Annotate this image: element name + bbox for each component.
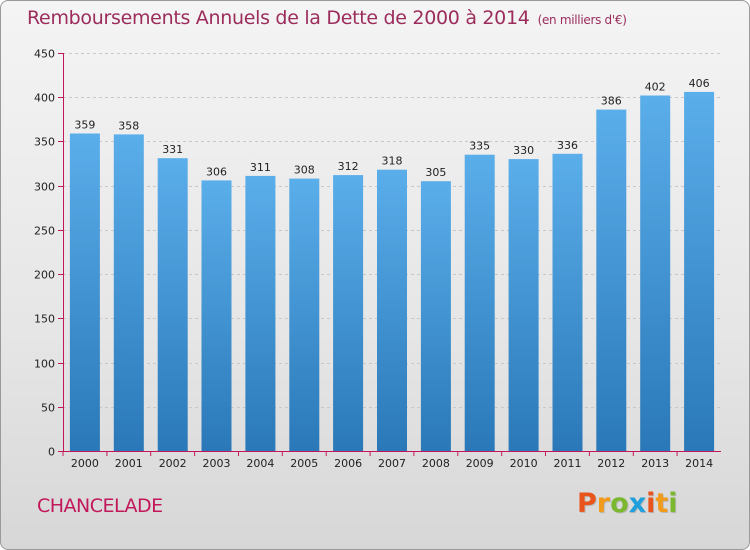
- y-tick-label: 150: [34, 313, 55, 326]
- bar-value-label: 335: [469, 140, 490, 153]
- bar-value-label: 331: [162, 143, 183, 156]
- bar: [113, 134, 144, 451]
- bar: [69, 133, 100, 451]
- bar: [596, 109, 627, 451]
- logo-letter: t: [655, 488, 669, 519]
- bar-value-label: 308: [294, 164, 315, 177]
- logo-letter: i: [646, 488, 656, 519]
- bar: [201, 180, 232, 451]
- bar-value-label: 336: [557, 139, 578, 152]
- logo-letter: r: [596, 488, 611, 519]
- y-axis-ticks: 0 50 100 150 200 250 300 350 400 450: [34, 48, 63, 459]
- bar-value-label: 402: [645, 81, 666, 94]
- logo-letter: x: [628, 488, 647, 519]
- x-tick-label: 2008: [422, 457, 450, 470]
- bar: [640, 95, 671, 451]
- bar-value-label: 330: [513, 144, 534, 157]
- x-tick-label: 2002: [159, 457, 187, 470]
- bar: [333, 175, 364, 451]
- y-tick-label: 100: [34, 358, 55, 371]
- x-tick-label: 2012: [597, 457, 625, 470]
- x-axis-labels: 2000 2001 2002 2003 2004 2005 2006 2007 2008 2009…: [62, 451, 713, 470]
- x-tick-label: 2007: [378, 457, 406, 470]
- bar: [684, 91, 715, 452]
- bar: [464, 154, 495, 451]
- bar: [157, 158, 188, 451]
- proxiti-logo: Proxiti: [577, 488, 678, 519]
- bar-value-label: 406: [689, 77, 710, 90]
- x-tick-label: 2013: [641, 457, 669, 470]
- bar-value-label: 311: [250, 161, 271, 174]
- bar: [289, 178, 320, 451]
- x-tick-label: 2011: [554, 457, 582, 470]
- y-tick-label: 250: [34, 225, 55, 238]
- y-tick-label: 300: [34, 181, 55, 194]
- bar-value-label: 386: [601, 95, 622, 108]
- bar-value-label: 359: [74, 119, 95, 132]
- bar-value-label: 318: [382, 155, 403, 168]
- y-tick-label: 450: [34, 48, 55, 61]
- x-tick-label: 2001: [115, 457, 143, 470]
- bar-value-label: 306: [206, 165, 227, 178]
- logo-letter: o: [610, 488, 629, 519]
- bar-value-label: 312: [338, 160, 359, 173]
- y-tick-label: 400: [34, 92, 55, 105]
- logo-letter: i: [668, 488, 678, 519]
- axes: [63, 53, 721, 452]
- x-tick-label: 2006: [334, 457, 362, 470]
- commune-name: CHANCELADE: [37, 495, 163, 517]
- logo-letter: P: [577, 488, 597, 519]
- bar-value-label: 305: [425, 166, 446, 179]
- x-tick-label: 2005: [290, 457, 318, 470]
- y-tick-label: 50: [41, 402, 55, 415]
- title-units: (en milliers d'€): [537, 13, 627, 27]
- bar-value-label: 358: [118, 119, 139, 132]
- bar: [508, 159, 539, 451]
- bar: [552, 153, 583, 452]
- x-tick-label: 2009: [466, 457, 494, 470]
- bars: 359 358 331 306 311 308 312 318 305 335 330 336 386 4…: [69, 77, 715, 452]
- x-tick-label: 2003: [203, 457, 231, 470]
- x-tick-label: 2010: [510, 457, 538, 470]
- chart-title: Remboursements Annuels de la Dette de 20…: [27, 7, 627, 29]
- x-tick-label: 2014: [685, 457, 713, 470]
- title-text: Remboursements Annuels de la Dette de 20…: [27, 7, 530, 29]
- bar: [245, 175, 276, 451]
- y-tick-label: 200: [34, 269, 55, 282]
- x-tick-label: 2004: [246, 457, 274, 470]
- y-tick-label: 350: [34, 136, 55, 149]
- y-tick-label: 0: [48, 446, 55, 459]
- bar: [420, 181, 451, 451]
- x-tick-label: 2000: [71, 457, 99, 470]
- bar: [377, 169, 407, 451]
